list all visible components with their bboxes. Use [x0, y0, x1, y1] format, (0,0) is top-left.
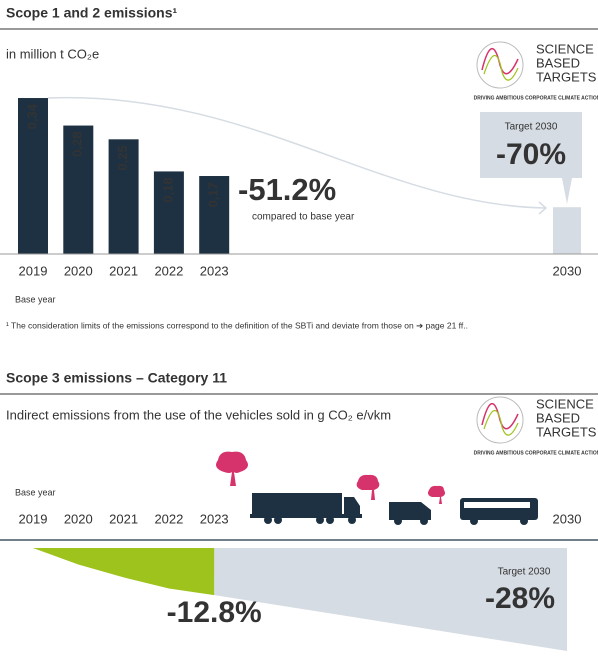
logo-icon: [476, 396, 524, 444]
x-tick-label: 2022: [154, 511, 183, 526]
bar: [153, 171, 184, 254]
target-label: Target 2030: [498, 567, 551, 578]
target-value: -70%: [496, 138, 566, 171]
subtitle: in million t CO₂e: [6, 46, 99, 61]
x-tick-label: 2020: [64, 511, 93, 526]
value-label: 0,18: [160, 177, 175, 202]
chart-title: Scope 3 emissions – Category 11: [6, 370, 227, 386]
bar: [108, 139, 139, 254]
x-tick-label: 2021: [109, 263, 138, 278]
x-tick-label: 2023: [200, 511, 229, 526]
x-tick-label: 2019: [19, 263, 48, 278]
logo-icon: [476, 41, 524, 89]
x-tick-label: 2022: [154, 263, 183, 278]
base-year: Base year: [15, 487, 56, 497]
logo-text: TARGETS: [536, 424, 597, 439]
x-tick-label: 2021: [109, 511, 138, 526]
bar: [63, 125, 94, 254]
bar: [199, 176, 230, 254]
footnote: ¹ The consideration limits of the emissi…: [6, 320, 468, 330]
logo-text: SCIENCE: [536, 41, 594, 56]
target-label: Target 2030: [505, 122, 558, 133]
x-tick-label: 2030: [553, 511, 582, 526]
logo-text: BASED: [536, 410, 580, 425]
x-tick-label: 2020: [64, 263, 93, 278]
logo-text: SCIENCE: [536, 396, 594, 411]
logo-icon: [483, 409, 519, 436]
vehicles: [216, 451, 538, 525]
base-year: Base year: [15, 294, 56, 304]
trend-arrow: [538, 201, 548, 215]
chart-title: Scope 1 and 2 emissions¹: [6, 5, 178, 21]
x-tick-label: 2030: [553, 263, 582, 278]
bar: [553, 207, 581, 254]
annotation: -51.2%: [238, 172, 336, 207]
value-label: 0,34: [24, 103, 39, 129]
bar: [18, 98, 48, 255]
actual-area: [33, 548, 215, 596]
value-label: -12.8%: [167, 596, 262, 629]
trend-arc: [47, 96, 546, 209]
logo-text: BASED: [536, 55, 580, 70]
logo-text: TARGETS: [536, 69, 597, 84]
x-tick-label: 2023: [200, 263, 229, 278]
logo-tagline: DRIVING AMBITIOUS CORPORATE CLIMATE ACTI…: [474, 450, 598, 456]
logo-icon: [481, 403, 519, 430]
value-label: 0,25: [115, 145, 130, 170]
target-area: [214, 548, 567, 651]
x-tick-label: 2019: [19, 511, 48, 526]
logo-icon: [481, 48, 519, 75]
logo-icon: [483, 54, 519, 81]
logo-tagline: DRIVING AMBITIOUS CORPORATE CLIMATE ACTI…: [474, 95, 598, 101]
value-label: 0,17: [206, 182, 221, 207]
value-label: 0,28: [70, 132, 85, 157]
subtitle: Indirect emissions from the use of the v…: [6, 407, 391, 422]
value-label: -28%: [485, 582, 555, 615]
target-callout: [480, 112, 582, 204]
annotation: compared to base year: [252, 212, 355, 223]
